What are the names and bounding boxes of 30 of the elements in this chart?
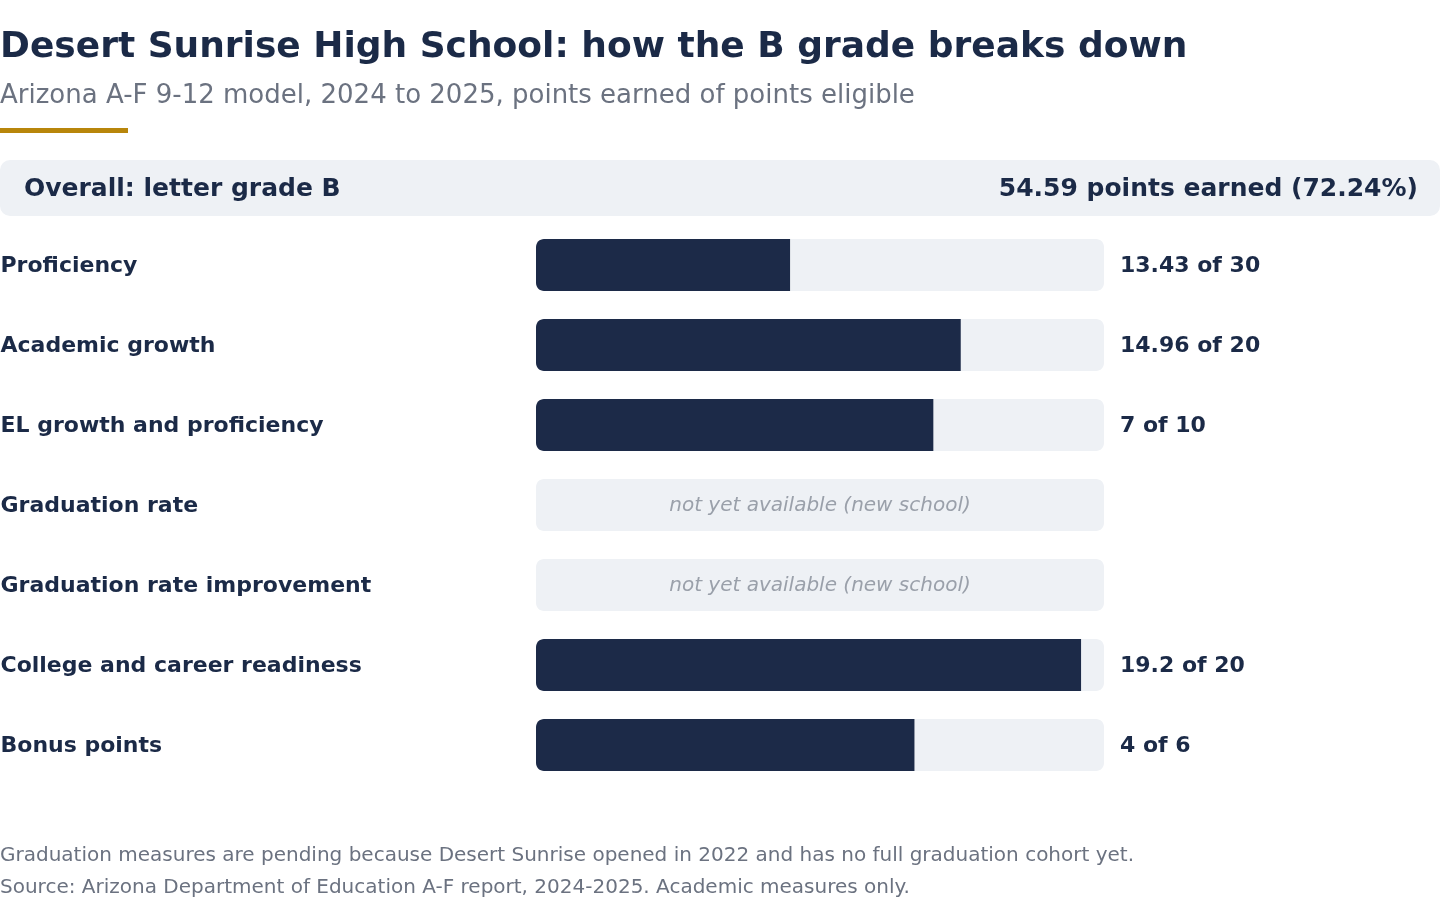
text: Overall: letter grade B	[24, 173, 341, 202]
y-tick-label: EL growth and proficiency	[0, 412, 324, 437]
annotation: not yet available (new school)	[669, 492, 971, 516]
bar	[536, 639, 1082, 691]
bar	[536, 319, 961, 371]
bar	[536, 719, 915, 771]
y-tick-label: Graduation rate improvement	[0, 572, 372, 597]
bar	[960, 319, 1104, 371]
bar	[1081, 639, 1104, 691]
y-tick-label: Academic growth	[0, 332, 216, 357]
bar	[933, 399, 1104, 451]
text: 7 of 10	[1120, 412, 1206, 437]
bar	[914, 719, 1104, 771]
annotation: not yet available (new school)	[669, 572, 971, 596]
y-tick-label: Bonus points	[0, 732, 163, 757]
bar	[536, 239, 791, 291]
chart-subtitle: Arizona A-F 9-12 model, 2024 to 2025, points earned of points eligible	[0, 79, 915, 109]
y-tick-label: Graduation rate	[0, 492, 199, 517]
text: 4 of 6	[1120, 732, 1191, 757]
text: 19.2 of 20	[1120, 652, 1245, 677]
bar	[536, 399, 934, 451]
bar	[790, 239, 1104, 291]
y-tick-label: College and career readiness	[0, 652, 362, 677]
chart-title: Desert Sunrise High School: how the B grade breaks down	[0, 24, 1188, 65]
y-tick-label: Proficiency	[0, 252, 138, 277]
text: 13.43 of 30	[1120, 252, 1261, 277]
text: 54.59 points earned (72.24%)	[998, 173, 1418, 202]
text: Graduation measures are pending because Desert Sunrise opened in 2022 and has no full graduation cohort yet.	[0, 842, 1135, 866]
source-note: Source: Arizona Department of Education A-F report, 2024-2025. Academic measures only.	[0, 874, 910, 898]
text: 14.96 of 20	[1120, 332, 1261, 357]
